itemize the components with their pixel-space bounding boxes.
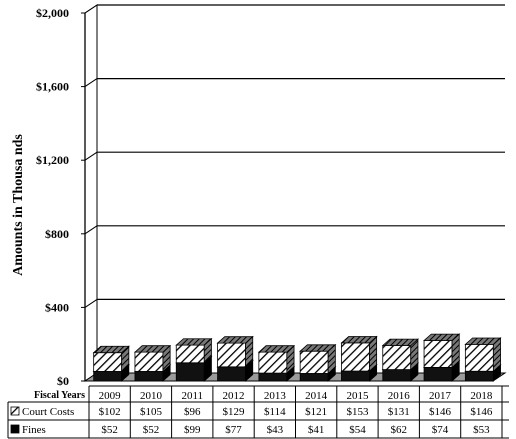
court-costs-bar-2009 — [92, 345, 130, 373]
category-label: 2014 — [305, 390, 328, 402]
data-label: $121 — [305, 406, 327, 418]
court-costs-bar-2015 — [340, 335, 378, 372]
court-costs-bar-2009-top — [92, 345, 130, 354]
court-costs-bar-2018-top — [464, 337, 502, 345]
court-costs-bar-2011-top — [175, 338, 213, 346]
category-label: 2018 — [470, 390, 493, 402]
court-costs-bar-2012-front — [217, 342, 246, 368]
court-costs-bar-2017-top — [422, 333, 461, 341]
court-costs-bar-2012 — [216, 335, 254, 368]
fines-bar-2017-front — [423, 366, 453, 382]
court-costs-bar-2009-front — [93, 352, 123, 372]
category-label: 2017 — [429, 390, 452, 402]
data-table: Fiscal Years 2009 2010 2011 2012 2013 2014 2015… — [7, 385, 509, 439]
gridline-side — [84, 151, 98, 161]
row-label: Court Costs — [22, 406, 74, 418]
data-label: $105 — [140, 406, 163, 418]
data-label: $52 — [101, 424, 118, 436]
fines-bar-2009-front — [93, 371, 123, 382]
data-label: $129 — [223, 406, 246, 418]
court-costs-bar-2016 — [381, 338, 420, 371]
data-label: $62 — [391, 424, 408, 436]
court-costs-bar-2018 — [464, 337, 502, 373]
court-costs-bar-2018-front — [464, 343, 494, 372]
court-costs-bar-2010-top — [133, 345, 172, 353]
side-wall — [84, 4, 98, 382]
back-wall — [97, 5, 505, 373]
gridline-side — [84, 225, 98, 235]
court-costs-bar-2013 — [257, 344, 296, 374]
court-costs-bar-2017 — [422, 333, 461, 369]
y-tick-label: $1,200 — [36, 153, 69, 167]
court-costs-bar-2016-top — [381, 338, 420, 346]
data-label: $74 — [432, 424, 449, 436]
court-costs-bar-2014-front — [299, 350, 329, 374]
fines-bar-2016-front — [382, 369, 412, 382]
plot-area — [83, 4, 507, 382]
data-label: $114 — [264, 406, 286, 418]
data-label: $146 — [470, 406, 493, 418]
legend-swatch-court-costs — [10, 406, 20, 416]
court-costs-bar-2017-front — [423, 340, 453, 368]
court-costs-bar-2015-top — [340, 336, 378, 344]
category-label: 2015 — [346, 390, 369, 402]
court-costs-bar-2013-front — [258, 351, 288, 374]
data-label: $99 — [184, 424, 201, 436]
fines-bar-2013-front — [258, 372, 288, 382]
y-tick-label: $0 — [57, 374, 69, 388]
data-label: $146 — [429, 406, 452, 418]
court-costs-bar-2014 — [299, 343, 337, 375]
category-label: 2010 — [140, 390, 163, 402]
data-label: $131 — [388, 406, 410, 418]
y-axis-label: Amounts in Thousa nds — [11, 134, 26, 276]
court-costs-bar-2015-front — [341, 342, 370, 372]
court-costs-bar-2011-front — [175, 344, 205, 364]
row-label: Fines — [22, 424, 46, 436]
gridline-side — [84, 78, 98, 88]
data-label: $54 — [349, 424, 366, 436]
court-costs-bar-2016-front — [382, 345, 412, 370]
category-label: 2011 — [181, 390, 203, 402]
data-label: $43 — [267, 424, 284, 436]
category-label: 2013 — [264, 390, 287, 402]
data-label: $53 — [473, 424, 490, 436]
y-tick-label: $800 — [45, 227, 69, 241]
category-label: 2009 — [99, 390, 122, 402]
fines-bar-2011-front — [175, 362, 205, 382]
fines-bar-2014-front — [299, 373, 329, 382]
bars — [92, 333, 502, 382]
court-costs-bar-2014-top — [299, 344, 337, 352]
gridline-side — [84, 4, 98, 14]
data-label: $96 — [184, 406, 201, 418]
y-tick-label: $400 — [45, 300, 69, 314]
data-label: $41 — [308, 424, 325, 436]
legend-swatch-fines — [10, 424, 20, 434]
data-label: $77 — [225, 424, 242, 436]
category-label: 2012 — [223, 390, 245, 402]
y-tick-label: $2,000 — [36, 6, 69, 20]
table-header-fiscal-years: Fiscal Years — [34, 390, 85, 401]
y-tick-label: $1,600 — [36, 80, 69, 94]
court-costs-bar-2011 — [175, 337, 213, 364]
category-label: 2016 — [388, 390, 411, 402]
fines-bar-2010-front — [134, 371, 164, 382]
y-axis: $0 $400 $800 $1,200 $1,600 $2,000 — [36, 6, 86, 388]
court-costs-bar-2013-top — [257, 345, 296, 353]
gridline-side — [84, 298, 98, 308]
court-costs-bar-2010 — [133, 344, 172, 373]
data-label: $102 — [99, 406, 121, 418]
fines-bar-2012-front — [217, 366, 246, 382]
data-label: $153 — [346, 406, 369, 418]
fines-bar-2018-front — [464, 370, 494, 382]
data-label: $52 — [143, 424, 160, 436]
court-costs-bar-2012-top — [216, 336, 254, 344]
fines-bar-2015-front — [341, 370, 370, 382]
court-costs-bar-2010-front — [134, 351, 164, 372]
